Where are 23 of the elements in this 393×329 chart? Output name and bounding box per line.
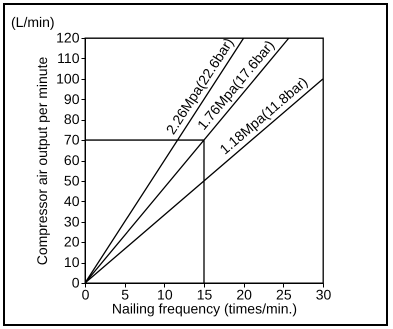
y-tick-label: 50 [64, 172, 80, 188]
y-tick-label: 110 [57, 50, 80, 66]
x-tick-label: 30 [316, 286, 332, 302]
y-tick-label: 120 [56, 30, 80, 46]
y-tick-label: 40 [64, 192, 80, 209]
y-tick-label: 80 [64, 111, 80, 128]
x-tick-label: 0 [82, 286, 90, 302]
x-axis-title: Nailing frequency (times/min.) [112, 300, 298, 316]
y-tick-label: 100 [56, 70, 80, 86]
x-tick-label: 15 [196, 286, 212, 302]
x-tick-label: 25 [276, 286, 292, 302]
x-tick-label: 10 [157, 286, 173, 302]
y-tick-label: 20 [64, 234, 80, 250]
y-tick-label: 60 [64, 152, 80, 168]
text: (L/min) [11, 14, 55, 30]
y-tick-label: 90 [64, 90, 80, 107]
y-tick-label: 30 [64, 213, 80, 230]
y-axis-title: Compressor air output per minute [34, 56, 50, 266]
y-tick-label: 70 [64, 132, 80, 148]
y-tick-label: 0 [72, 274, 80, 290]
x-tick-label: 5 [121, 286, 130, 302]
x-tick-label: 20 [236, 286, 252, 302]
y-tick-label: 10 [64, 254, 80, 270]
